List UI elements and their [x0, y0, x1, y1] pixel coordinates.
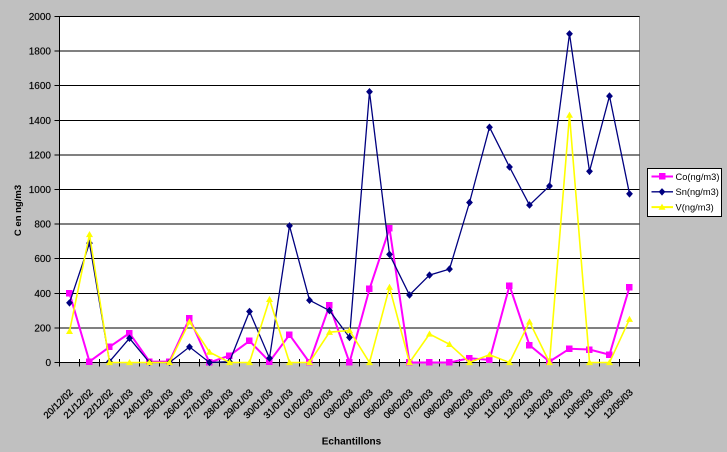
svg-text:Co(ng/m3): Co(ng/m3)	[676, 172, 720, 182]
svg-text:1200: 1200	[29, 150, 52, 161]
svg-text:1000: 1000	[29, 185, 52, 196]
svg-text:0: 0	[45, 358, 51, 369]
svg-text:400: 400	[34, 289, 51, 300]
svg-text:600: 600	[34, 254, 51, 265]
svg-text:1400: 1400	[29, 116, 52, 127]
svg-text:Sn(ng/m3): Sn(ng/m3)	[676, 187, 719, 197]
svg-text:2000: 2000	[29, 12, 52, 23]
svg-text:V(ng/m3): V(ng/m3)	[676, 202, 714, 212]
svg-text:1800: 1800	[29, 47, 52, 58]
svg-text:1600: 1600	[29, 81, 52, 92]
svg-text:Echantillons: Echantillons	[322, 437, 382, 448]
svg-text:200: 200	[34, 323, 51, 334]
svg-text:C en ng/m3: C en ng/m3	[13, 185, 24, 236]
svg-text:800: 800	[34, 220, 51, 231]
